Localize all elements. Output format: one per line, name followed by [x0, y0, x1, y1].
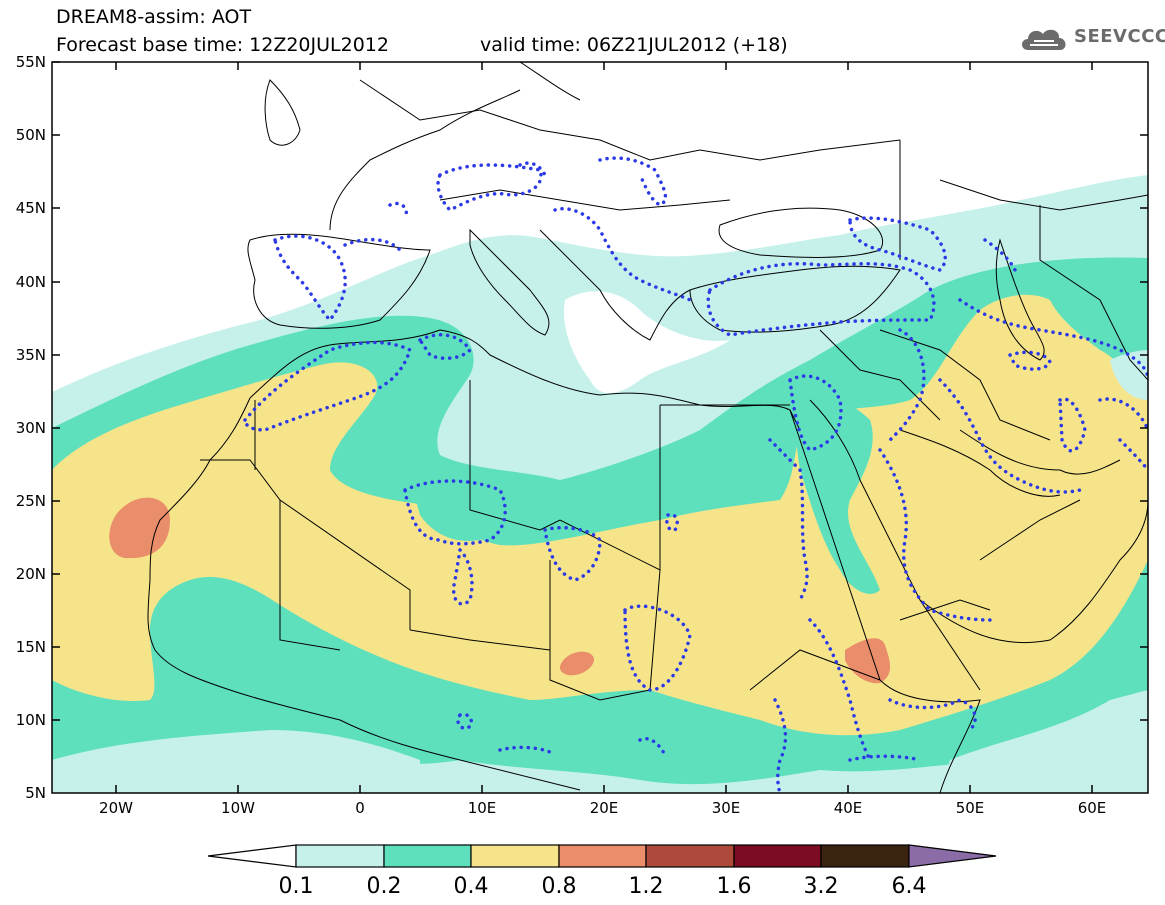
lon-label: 50E — [956, 799, 985, 817]
lon-label: 10W — [221, 799, 255, 817]
colorbar-swatch — [645, 844, 735, 868]
coastlines — [147, 62, 1148, 793]
lon-label: 40E — [834, 799, 863, 817]
lon-label: 30E — [712, 799, 741, 817]
colorbar-label: 0.4 — [454, 874, 489, 899]
colorbar — [207, 844, 997, 868]
colorbar-swatch — [733, 844, 822, 868]
colorbar-label: 0.8 — [542, 874, 577, 899]
lon-label: 10E — [468, 799, 497, 817]
lat-label: 30N — [16, 419, 46, 437]
colorbar-swatch — [295, 844, 385, 868]
lat-label: 50N — [16, 126, 46, 144]
lat-label: 20N — [16, 565, 46, 583]
seevccc-logo: SEEVCCC — [1018, 22, 1165, 56]
axis-ticks — [52, 61, 1148, 793]
lat-label: 5N — [25, 784, 46, 802]
aot-contour-0.1-south-east — [940, 690, 1148, 793]
lon-label: 60E — [1078, 799, 1107, 817]
lon-label: 20W — [99, 799, 133, 817]
colorbar-swatch — [820, 844, 910, 868]
colorbar-label: 1.6 — [717, 874, 752, 899]
aot-contour-0.8-eritrea — [845, 638, 890, 684]
aot-clear-patch — [564, 291, 730, 394]
valid-time: valid time: 06Z21JUL2012 (+18) — [480, 34, 788, 56]
colorbar-under — [207, 844, 297, 868]
colorbar-swatch — [470, 844, 560, 868]
colorbar-labels: 0.1 0.2 0.4 0.8 1.2 1.6 3.2 6.4 — [279, 874, 927, 899]
forecast-base-time: Forecast base time: 12Z20JUL2012 — [56, 34, 389, 56]
aot-contour-0.8-chad — [560, 651, 595, 676]
cloud-icon — [1022, 29, 1066, 50]
map-title: DREAM8-assim: AOT — [56, 6, 252, 28]
aot-contour-0.8-west-sahara — [109, 497, 170, 559]
lat-label: 40N — [16, 273, 46, 291]
colorbar-swatch — [558, 844, 647, 868]
lon-label: 20E — [590, 799, 619, 817]
lat-label: 10N — [16, 711, 46, 729]
colorbar-label: 0.2 — [367, 874, 402, 899]
colorbar-label: 0.1 — [279, 874, 314, 899]
colorbar-label: 6.4 — [892, 874, 927, 899]
colorbar-swatch — [383, 844, 472, 868]
colorbar-label: 3.2 — [804, 874, 839, 899]
lon-labels: 20W 10W 0 10E 20E 30E 40E 50E 60E — [99, 799, 1106, 817]
aot-fields — [52, 62, 1148, 793]
lat-label: 45N — [16, 199, 46, 217]
lat-label: 35N — [16, 346, 46, 364]
lon-label: 0 — [355, 799, 365, 817]
aot-contour-0.1-south — [52, 730, 420, 793]
aot-contour-0.2-redsea — [796, 396, 880, 594]
aot-contour-0.2-inner — [410, 472, 519, 541]
lat-label: 55N — [16, 53, 46, 71]
colorbar-label: 1.2 — [629, 874, 664, 899]
colorbar-over — [908, 844, 997, 868]
lat-label: 25N — [16, 492, 46, 510]
aot-contour-0.4 — [52, 294, 1148, 736]
dotted-contours — [243, 156, 1148, 793]
logo-text: SEEVCCC — [1074, 26, 1165, 47]
lat-labels: 55N 50N 45N 40N 35N 30N 25N 20N 15N 10N … — [16, 53, 46, 802]
lat-label: 15N — [16, 638, 46, 656]
